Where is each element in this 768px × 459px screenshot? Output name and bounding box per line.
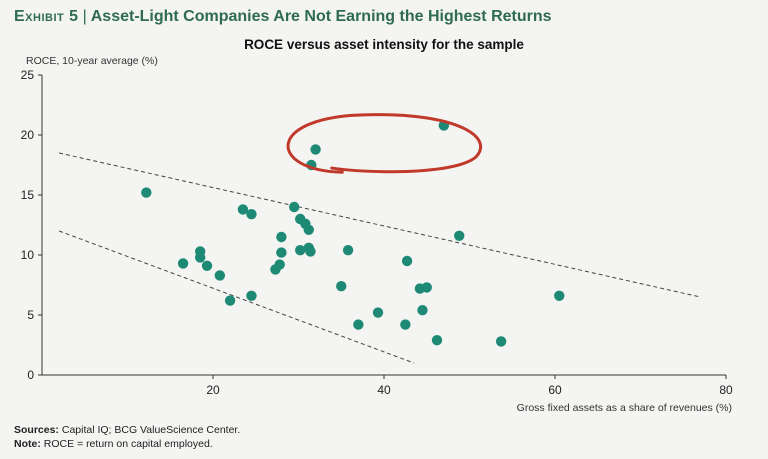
note-line: Note: ROCE = return on capital employed.: [14, 437, 240, 451]
data-point: [295, 245, 306, 256]
y-tick-label: 10: [21, 248, 35, 262]
data-point: [214, 270, 226, 281]
data-point: [276, 231, 287, 243]
exhibit-title: Exhibit 5 | Asset-Light Companies Are Not …: [14, 8, 552, 26]
chart-title: ROCE versus asset intensity for the samp…: [244, 37, 524, 52]
data-point: [401, 255, 413, 267]
data-point: [305, 246, 316, 257]
exhibit-label: Exhibit 5: [14, 8, 79, 25]
highlight-group: [286, 113, 483, 174]
data-point: [246, 209, 257, 220]
data-point: [372, 307, 384, 318]
data-point: [141, 187, 152, 198]
trend-line-1: [58, 152, 701, 298]
sources-text: Capital IQ; BCG ValueScience Center.: [58, 424, 241, 436]
data-point: [289, 201, 300, 213]
data-point: [353, 319, 364, 330]
data-point: [194, 252, 206, 263]
exhibit-separator: |: [82, 8, 87, 25]
y-tick-label: 25: [21, 68, 35, 82]
data-point: [421, 282, 432, 293]
highlight-circle: [286, 113, 483, 174]
x-tick-label: 20: [206, 383, 220, 397]
data-point: [336, 281, 347, 292]
data-point: [177, 258, 189, 269]
data-point: [417, 305, 428, 316]
trend-line-2: [58, 230, 415, 364]
y-tick-label: 5: [27, 308, 34, 322]
chart-axes: 0 5 10 15 20 25 20 40 60 80: [21, 68, 733, 397]
data-point: [237, 204, 249, 215]
exhibit-heading: Asset-Light Companies Are Not Earning th…: [90, 8, 552, 25]
data-point: [303, 224, 314, 235]
data-point: [431, 335, 443, 346]
x-tick-label: 80: [719, 383, 733, 397]
data-point: [224, 295, 236, 306]
data-point: [554, 290, 565, 301]
y-tick-label: 15: [21, 188, 35, 202]
data-points: [141, 120, 565, 347]
y-axis-label: ROCE, 10-year average (%): [26, 55, 158, 67]
data-point: [201, 260, 213, 271]
x-axis-label: Gross fixed assets as a share of revenue…: [516, 402, 732, 414]
data-point: [400, 319, 411, 330]
note-text: ROCE = return on capital employed.: [40, 438, 213, 450]
data-point: [495, 336, 507, 347]
data-point: [454, 230, 465, 241]
x-tick-label: 40: [377, 383, 391, 397]
note-label: Note:: [14, 438, 41, 450]
x-tick-label: 60: [548, 383, 562, 397]
sources-line: Sources: Capital IQ; BCG ValueScience Ce…: [14, 423, 240, 437]
data-point: [274, 259, 285, 270]
data-point: [342, 245, 354, 256]
data-point: [310, 144, 321, 155]
y-tick-label: 0: [27, 368, 34, 382]
y-tick-label: 20: [21, 128, 35, 142]
data-point: [246, 290, 257, 301]
data-point: [276, 247, 287, 258]
scatter-chart: 0 5 10 15 20 25 20 40 60 80: [21, 68, 733, 397]
footer-notes: Sources: Capital IQ; BCG ValueScience Ce…: [14, 423, 240, 451]
sources-label: Sources:: [14, 424, 59, 436]
trend-lines: [58, 152, 701, 364]
